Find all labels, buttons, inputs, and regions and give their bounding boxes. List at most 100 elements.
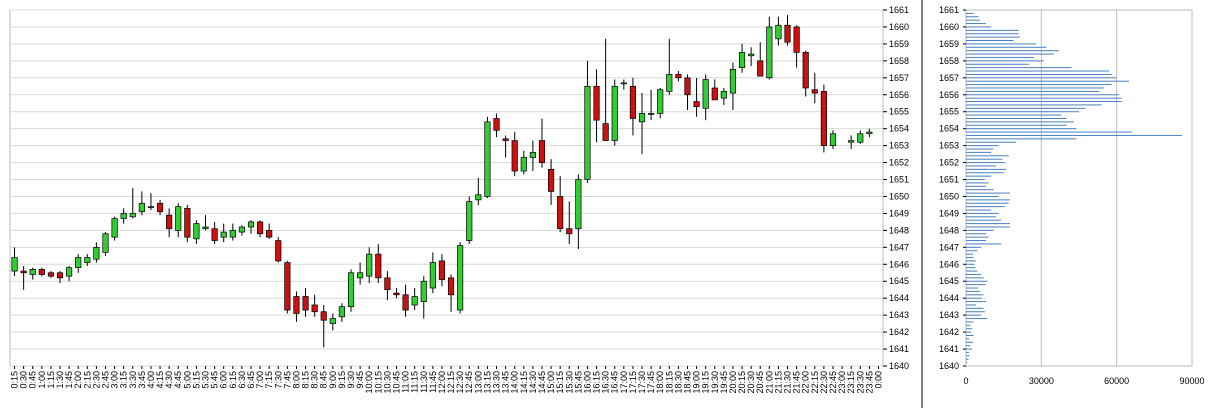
profile-bar [966, 212, 999, 214]
y-tick-label: 1655 [889, 107, 909, 117]
profile-bar [966, 284, 986, 286]
profile-bar [966, 40, 1014, 42]
profile-bar [966, 134, 1182, 136]
x-tick-label: 22:00 [801, 371, 811, 394]
profile-bar [966, 104, 1102, 106]
profile-y-tick-label: 1659 [939, 39, 959, 49]
x-tick-label: 17:45 [646, 371, 656, 394]
x-tick-label: 12:30 [455, 371, 465, 394]
x-tick-label: 18:30 [673, 371, 683, 394]
profile-bar [966, 36, 1020, 38]
x-tick-label: 6:15 [228, 371, 238, 389]
profile-y-tick-label: 1656 [939, 90, 959, 100]
x-tick-label: 6:30 [237, 371, 247, 389]
candle-body [384, 277, 391, 291]
profile-bar [966, 141, 1017, 143]
candle-body [547, 169, 555, 192]
profile-bar [966, 280, 988, 282]
y-tick-label: 1643 [889, 310, 909, 320]
x-tick-label: 6:45 [246, 371, 256, 389]
profile-bar [966, 97, 1122, 99]
x-tick-label: 17:15 [628, 371, 638, 394]
x-tick-label: 1:15 [46, 371, 56, 389]
profile-bar [966, 334, 974, 336]
candle-body [620, 82, 627, 85]
candle-body [575, 179, 582, 230]
profile-bar [966, 179, 985, 181]
y-tick-label: 1648 [889, 225, 909, 235]
profile-bar [966, 192, 1010, 194]
candle-body [11, 257, 18, 272]
x-tick-label: 14:30 [528, 371, 538, 394]
x-tick-label: 2:15 [82, 371, 92, 389]
x-tick-label: 15:45 [573, 371, 583, 394]
profile-y-tick-label: 1643 [939, 310, 959, 320]
x-tick-label: 12:45 [464, 371, 474, 394]
profile-bar [966, 263, 975, 265]
candle-body [566, 228, 573, 235]
profile-bar [966, 155, 1009, 157]
profile-y-tick-label: 1658 [939, 56, 959, 66]
profile-bar [966, 246, 982, 248]
candle-body [638, 113, 646, 123]
candle-body [47, 272, 54, 277]
x-tick-label: 0:45 [28, 371, 38, 389]
y-tick-label: 1658 [889, 56, 909, 66]
candle-body [557, 196, 564, 230]
profile-bar [966, 138, 1077, 140]
profile-bar [966, 307, 984, 309]
profile-y-tick-label: 1646 [939, 259, 959, 269]
profile-bar [966, 229, 994, 231]
profile-bar [966, 273, 982, 275]
profile-bar [966, 158, 1003, 160]
x-tick-label: 19:15 [701, 371, 711, 394]
candle-body [166, 214, 173, 230]
profile-bar [966, 331, 972, 333]
profile-bar [966, 250, 978, 252]
profile-x-tick-label: 90000 [1179, 376, 1204, 386]
x-tick-label: 22:45 [828, 371, 838, 394]
candle-body [193, 223, 200, 240]
profile-bar [966, 351, 970, 353]
x-tick-label: 12:15 [446, 371, 456, 394]
profile-bar [966, 209, 992, 211]
profile-bar [966, 216, 997, 218]
candle-body [793, 26, 800, 53]
x-tick-label: 10:00 [364, 371, 374, 394]
x-tick-label: 13:00 [473, 371, 483, 394]
candle-body [411, 296, 418, 306]
candle-body [229, 230, 236, 238]
x-tick-label: 13:30 [492, 371, 502, 394]
candle-body [238, 226, 245, 233]
candle-body [593, 85, 600, 121]
candle-body [866, 131, 873, 135]
x-tick-label: 8:45 [319, 371, 329, 389]
y-tick-label: 1656 [889, 90, 909, 100]
x-tick-label: 11:30 [419, 371, 429, 393]
profile-bar [966, 175, 992, 177]
x-tick-label: 2:30 [91, 371, 101, 389]
candle-body [329, 318, 336, 324]
candle-body [484, 121, 491, 197]
x-tick-label: 18:00 [655, 371, 665, 394]
profile-bar [966, 185, 987, 187]
x-tick-label: 11:15 [410, 371, 420, 393]
profile-bar [966, 206, 1005, 208]
x-tick-label: 18:45 [682, 371, 692, 394]
candle-body [429, 262, 436, 289]
x-tick-label: 8:00 [291, 371, 301, 389]
profile-bar [966, 345, 971, 347]
candle-body [529, 152, 536, 158]
x-tick-label: 4:15 [155, 371, 165, 389]
profile-bar [966, 267, 976, 269]
profile-bar [966, 80, 1130, 82]
profile-bar [966, 304, 977, 306]
candle-body [447, 277, 455, 296]
y-tick-label: 1657 [889, 73, 909, 83]
candle-body [693, 101, 700, 107]
candle-body [757, 60, 764, 77]
x-tick-label: 20:45 [755, 371, 765, 394]
candle-body [675, 74, 682, 79]
candle-body [820, 91, 827, 146]
profile-bar [966, 324, 971, 326]
